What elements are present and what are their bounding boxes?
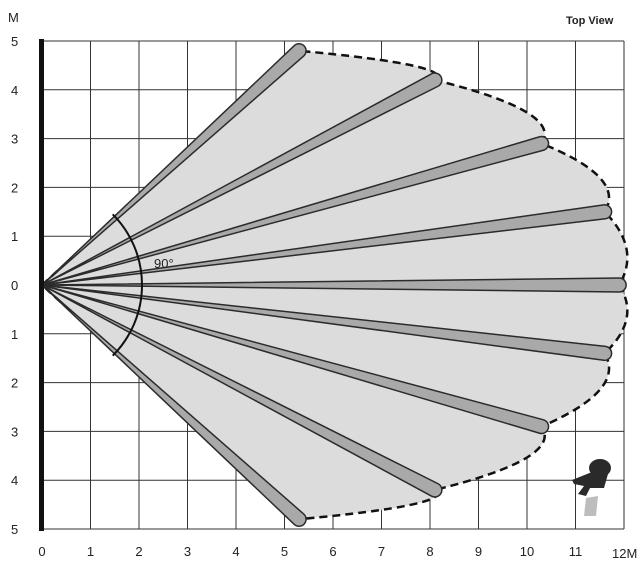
axis (39, 39, 44, 531)
x-unit-label: 12M (612, 546, 637, 561)
x-tick-label: 7 (378, 544, 385, 559)
y-tick-label: 1 (11, 229, 18, 244)
y-unit-label: M (8, 10, 19, 25)
x-tick-label: 2 (135, 544, 142, 559)
y-tick-label: 3 (11, 132, 18, 147)
x-tick-label: 9 (475, 544, 482, 559)
angle-label: 90° (154, 256, 174, 271)
y-tick-label: 5 (11, 522, 18, 537)
x-tick-label: 1 (87, 544, 94, 559)
x-tick-label: 11 (569, 544, 583, 559)
x-tick-label: 10 (520, 544, 534, 559)
y-tick-labels: 5 4 3 2 1 0 1 2 3 4 5 (11, 34, 18, 537)
x-tick-labels: 0 1 2 3 4 5 6 7 8 9 10 11 (38, 544, 582, 559)
y-tick-label: 5 (11, 34, 18, 49)
y-tick-label: 4 (11, 473, 18, 488)
person-icon (572, 459, 611, 516)
x-tick-label: 6 (329, 544, 336, 559)
y-tick-label: 2 (11, 376, 18, 391)
x-tick-label: 3 (184, 544, 191, 559)
y-tick-label: 2 (11, 180, 18, 195)
y-tick-label: 3 (11, 424, 18, 439)
y-tick-label: 1 (11, 327, 18, 342)
y-axis-bar (39, 39, 44, 531)
x-tick-label: 8 (426, 544, 433, 559)
x-tick-label: 0 (38, 544, 45, 559)
y-tick-label: 4 (11, 83, 18, 98)
y-tick-label: 0 (11, 278, 18, 293)
x-tick-label: 5 (281, 544, 288, 559)
x-tick-label: 4 (232, 544, 239, 559)
title: Top View (566, 15, 614, 27)
